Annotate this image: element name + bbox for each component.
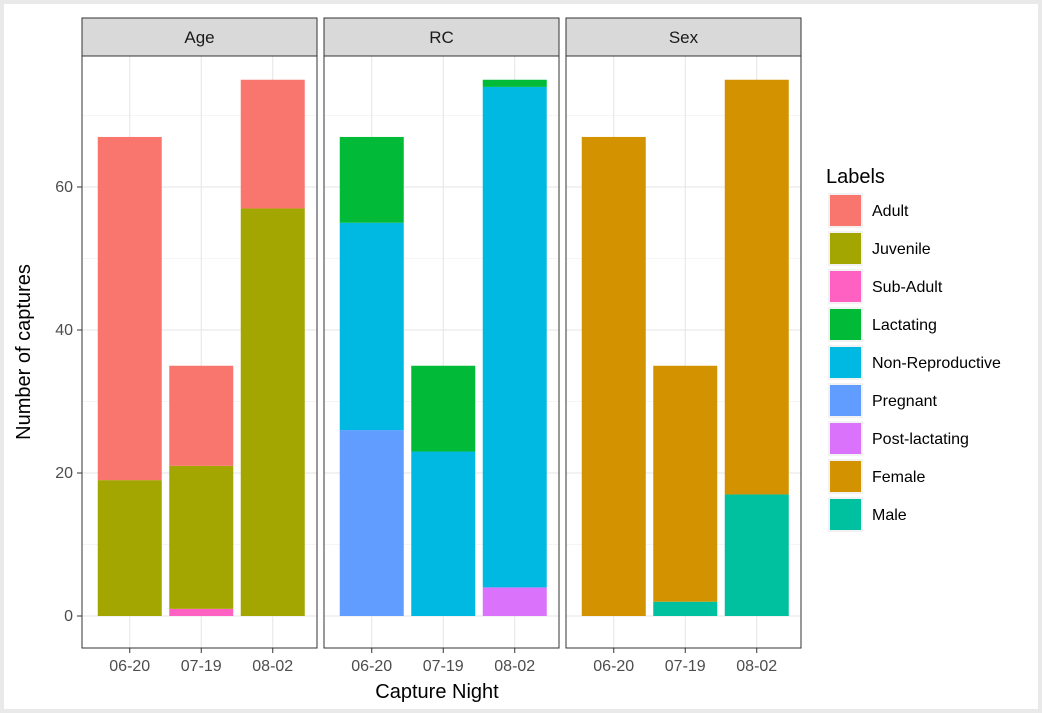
legend-label: Male: [872, 507, 907, 524]
x-tick-label: 08-02: [252, 658, 293, 675]
legend-item-sub-adult: Sub-Adult: [828, 269, 943, 304]
bar-segment-sex-female-08-02: [724, 79, 789, 495]
x-axis-title: Capture Night: [375, 681, 499, 703]
legend-label: Juvenile: [872, 241, 931, 258]
bar-segment-sex-male-07-19: [653, 601, 718, 616]
x-tick-label: 07-19: [665, 658, 706, 675]
legend-swatch: [830, 195, 861, 226]
bar-segment-sex-female-07-19: [653, 365, 718, 602]
facet-strip: [565, 17, 802, 57]
legend-swatch: [830, 347, 861, 378]
panel-border: [323, 55, 560, 649]
legend-swatch: [830, 271, 861, 302]
legend-swatch: [830, 499, 861, 530]
legend-swatch: [830, 423, 861, 454]
facet-strip: [323, 17, 560, 57]
legend-label: Female: [872, 469, 925, 486]
y-axis-title: Number of captures: [13, 264, 35, 440]
y-axis: 0 20 40 60: [55, 179, 82, 625]
facet-strip-label: RC: [429, 28, 454, 47]
chart-frame: Age 06-20 07-19 08-02 RC 06-20 07-19 08-02 Sex 06…: [4, 4, 1038, 709]
x-tick-label: 06-20: [593, 658, 634, 675]
legend-label: Sub-Adult: [872, 279, 943, 296]
bar-segment-rc-lactating-06-20: [339, 136, 404, 223]
bar-segment-age-adult-07-19: [169, 365, 234, 466]
bar-segment-rc-non-reproductive-08-02: [482, 86, 547, 588]
facet-strip-label: Sex: [669, 28, 699, 47]
legend-title: Labels: [826, 166, 885, 188]
x-tick-label: 08-02: [494, 658, 535, 675]
legend-item-non-reproductive: Non-Reproductive: [828, 345, 1001, 380]
panel-border: [81, 55, 318, 649]
legend-item-female: Female: [828, 459, 925, 494]
bar-segment-age-juvenile-07-19: [169, 465, 234, 609]
bar-segment-age-sub-adult-07-19: [169, 608, 234, 616]
x-tick-label: 06-20: [109, 658, 150, 675]
y-tick-label: 40: [55, 322, 73, 339]
legend-swatch: [830, 309, 861, 340]
legend-label: Post-lactating: [872, 431, 969, 448]
legend: Labels Adult Juvenile Sub-Adult Lactating No…: [826, 166, 1001, 532]
legend-label: Adult: [872, 203, 909, 220]
legend-swatch: [830, 233, 861, 264]
facet-panel-rc: RC 06-20 07-19 08-02: [323, 17, 560, 675]
legend-item-male: Male: [828, 497, 907, 532]
y-tick-label: 20: [55, 465, 73, 482]
legend-label: Lactating: [872, 317, 937, 334]
legend-item-lactating: Lactating: [828, 307, 937, 342]
bar-segment-age-adult-06-20: [97, 136, 162, 481]
bar-segment-age-adult-08-02: [240, 79, 305, 209]
legend-swatch: [830, 461, 861, 492]
facet-strip-label: Age: [184, 28, 214, 47]
x-tick-label: 07-19: [423, 658, 464, 675]
facet-panel-sex: Sex 06-20 07-19 08-02: [565, 17, 802, 675]
legend-swatch: [830, 385, 861, 416]
legend-item-pregnant: Pregnant: [828, 383, 937, 418]
panel-border: [565, 55, 802, 649]
bar-segment-rc-lactating-07-19: [411, 365, 476, 452]
legend-label: Pregnant: [872, 393, 937, 410]
bar-segment-rc-non-reproductive-07-19: [411, 451, 476, 616]
bar-segment-age-juvenile-06-20: [97, 480, 162, 616]
bar-segment-rc-non-reproductive-06-20: [339, 222, 404, 431]
legend-item-juvenile: Juvenile: [828, 231, 931, 266]
legend-item-adult: Adult: [828, 193, 909, 228]
bar-segment-rc-lactating-08-02: [482, 79, 547, 87]
legend-label: Non-Reproductive: [872, 355, 1001, 372]
bar-segment-rc-post-lactating-08-02: [482, 587, 547, 616]
facet-strip: [81, 17, 318, 57]
legend-item-post-lactating: Post-lactating: [828, 421, 969, 456]
bar-segment-rc-pregnant-06-20: [339, 430, 404, 616]
bar-segment-sex-female-06-20: [581, 136, 646, 616]
x-tick-label: 07-19: [181, 658, 222, 675]
facet-panel-age: Age 06-20 07-19 08-02: [81, 17, 318, 675]
bar-segment-sex-male-08-02: [724, 494, 789, 616]
x-tick-label: 08-02: [736, 658, 777, 675]
bar-segment-age-juvenile-08-02: [240, 208, 305, 616]
y-tick-label: 60: [55, 179, 73, 196]
y-tick-label: 0: [64, 608, 73, 625]
x-tick-label: 06-20: [351, 658, 392, 675]
